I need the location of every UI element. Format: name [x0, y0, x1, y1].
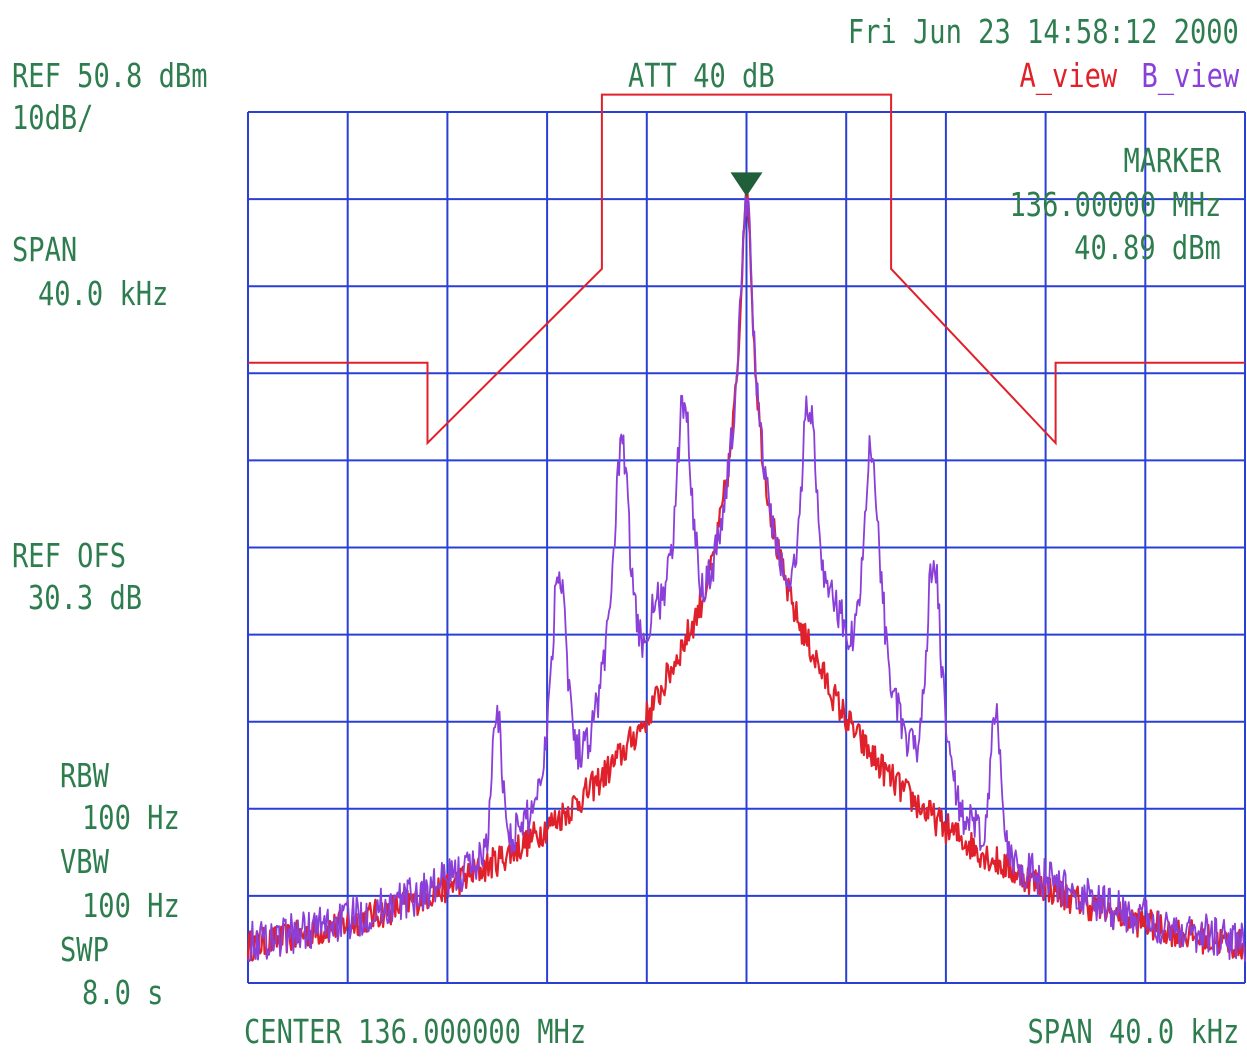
swp-title: SWP [60, 930, 109, 969]
timestamp: Fri Jun 23 14:58:12 2000 [848, 12, 1239, 51]
rbw-value: 100 Hz [82, 798, 180, 837]
vbw-value: 100 Hz [82, 886, 180, 925]
marker-triangle-icon [730, 172, 763, 197]
limit-mask-line [248, 93, 1245, 446]
scale-label: 10dB/ [12, 98, 94, 137]
span-footer-label: SPAN 40.0 kHz [1027, 1012, 1239, 1051]
ref-level-label: REF 50.8 dBm [12, 56, 208, 95]
marker-title: MARKER [1123, 141, 1221, 180]
vbw-title: VBW [60, 842, 109, 881]
attenuation-label: ATT 40 dB [628, 56, 775, 95]
ref-ofs-title: REF OFS [12, 536, 127, 575]
swp-value: 8.0 s [82, 973, 164, 1012]
ref-ofs-value: 30.3 dB [28, 578, 143, 617]
trace-b-view [247, 195, 1246, 963]
plot-marker [730, 172, 763, 197]
marker-frequency: 136.00000 MHz [1009, 185, 1221, 224]
span-title: SPAN [12, 230, 78, 269]
rbw-title: RBW [60, 756, 109, 795]
span-value: 40.0 kHz [38, 274, 169, 313]
trace-b-legend: B_view [1141, 56, 1239, 95]
trace-a-legend: A_view [1019, 56, 1117, 95]
marker-level: 40.89 dBm [1074, 228, 1221, 267]
center-frequency-label: CENTER 136.000000 MHz [244, 1012, 587, 1051]
